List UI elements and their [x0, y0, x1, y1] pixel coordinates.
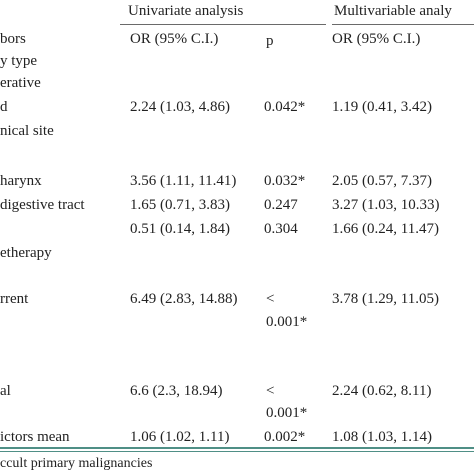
header-divider-univariate — [120, 24, 326, 25]
cell-or-multivariable: 2.05 (0.57, 7.37) — [332, 173, 432, 189]
row-label: nical site — [0, 123, 54, 139]
table-bottom-rule — [0, 447, 474, 449]
cell-p: < — [266, 291, 275, 307]
cell-or-univariate: 1.06 (1.02, 1.11) — [130, 429, 230, 445]
cell-or-multivariable: 3.78 (1.29, 11.05) — [332, 291, 439, 307]
row-label: d — [0, 99, 8, 115]
header-univariate: Univariate analysis — [128, 3, 244, 19]
cell-p: 0.032* — [264, 173, 306, 189]
cell-or-univariate: 6.49 (2.83, 14.88) — [130, 291, 238, 307]
cell-p: 0.247 — [264, 197, 298, 213]
row-label: rrent — [0, 291, 29, 307]
row-label: digestive tract — [0, 197, 85, 213]
cell-p-continued: 0.001* — [266, 405, 308, 421]
cell-or-univariate: 6.6 (2.3, 18.94) — [130, 383, 223, 399]
row-label: ictors mean — [0, 429, 70, 445]
table-bottom-rule-secondary — [0, 451, 474, 452]
row-label: al — [0, 383, 11, 399]
cell-or-univariate: 0.51 (0.14, 1.84) — [130, 221, 230, 237]
cell-or-univariate: 3.56 (1.11, 11.41) — [130, 173, 237, 189]
cell-or-multivariable: 1.66 (0.24, 11.47) — [332, 221, 439, 237]
row-label: harynx — [0, 173, 42, 189]
cell-or-multivariable: 2.24 (0.62, 8.11) — [332, 383, 432, 399]
col-p: p — [266, 33, 274, 49]
row-label: erative — [0, 75, 41, 91]
cell-or-multivariable: 1.08 (1.03, 1.14) — [332, 429, 432, 445]
col-or-univariate: OR (95% C.I.) — [130, 31, 219, 47]
cell-or-multivariable: 1.19 (0.41, 3.42) — [332, 99, 432, 115]
table-footnote: ccult primary malignancies — [0, 456, 153, 471]
cell-p: < — [266, 383, 275, 399]
row-label: y type — [0, 53, 38, 69]
cell-or-univariate: 2.24 (1.03, 4.86) — [130, 99, 230, 115]
header-divider-multivariable — [332, 24, 474, 25]
cell-p: 0.002* — [264, 429, 306, 445]
header-multivariable: Multivariable analy — [334, 3, 452, 19]
cell-p: 0.304 — [264, 221, 298, 237]
row-label: etherapy — [0, 245, 52, 261]
col-predictors: bors — [0, 31, 26, 47]
cell-p-continued: 0.001* — [266, 314, 308, 330]
cell-or-univariate: 1.65 (0.71, 3.83) — [130, 197, 230, 213]
col-or-multivariable: OR (95% C.I.) — [332, 31, 421, 47]
cell-p: 0.042* — [264, 99, 306, 115]
cell-or-multivariable: 3.27 (1.03, 10.33) — [332, 197, 440, 213]
